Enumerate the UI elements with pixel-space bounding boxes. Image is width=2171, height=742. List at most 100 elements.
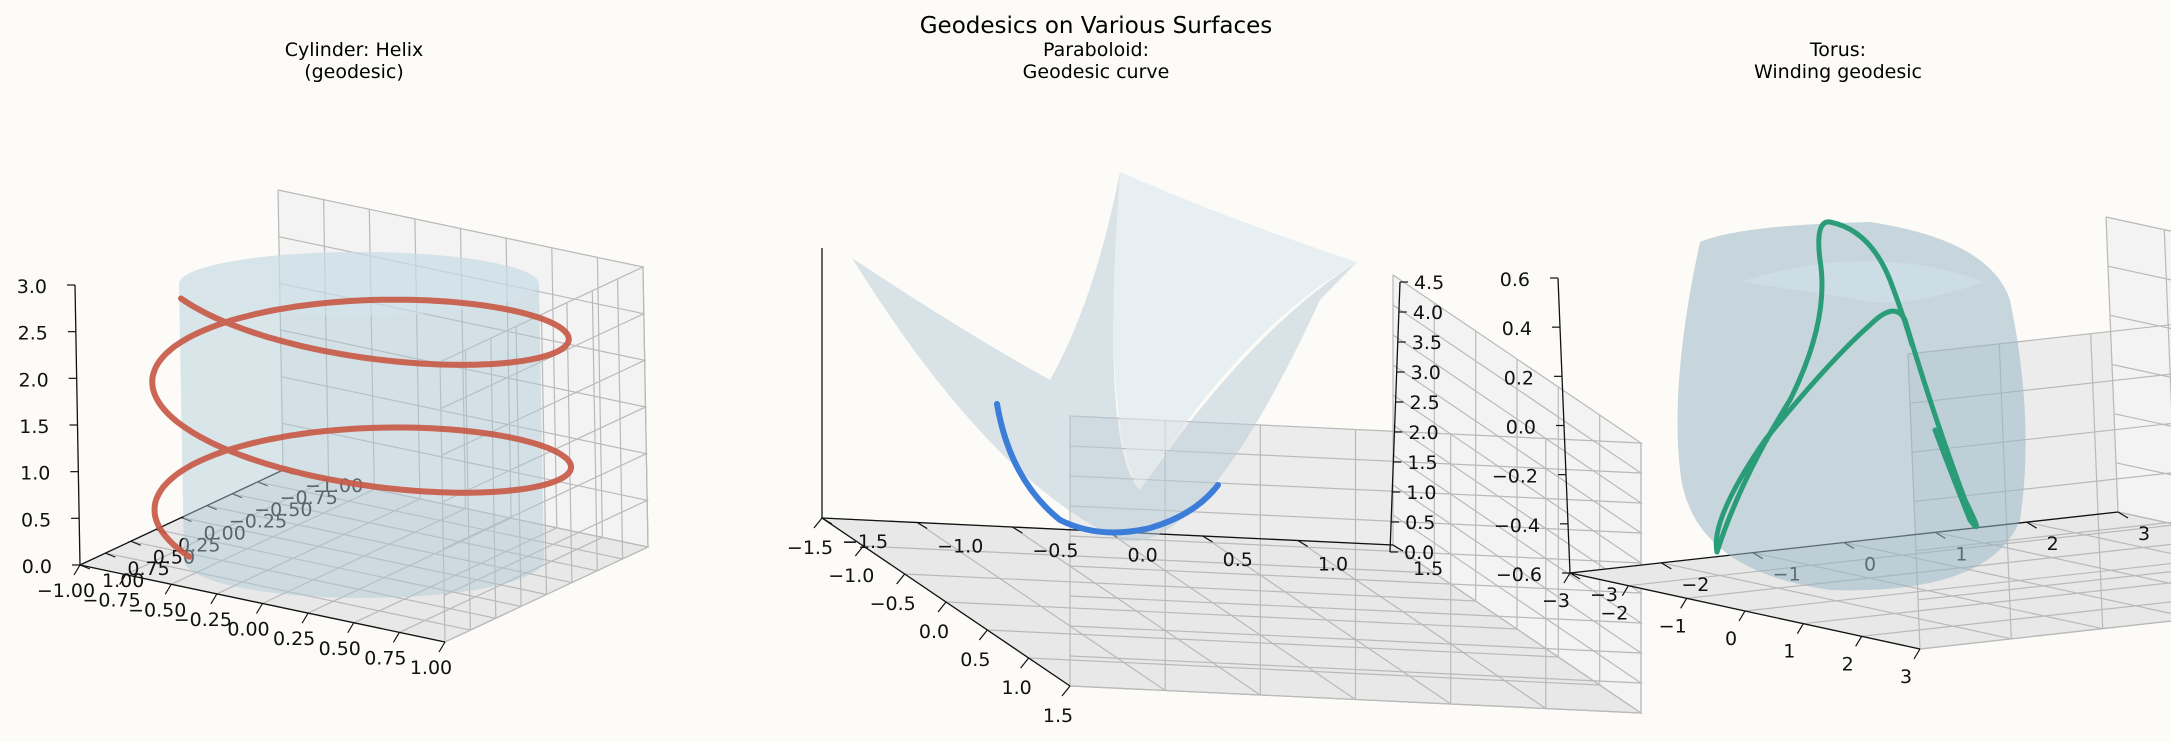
z-tick-label: 0.4: [1502, 318, 1532, 340]
subplot-title-line: Cylinder: Helix: [285, 39, 424, 61]
z-tick-label: −0.2: [1492, 466, 1538, 488]
y-tick-mark: [1202, 535, 1213, 543]
x-tick-mark: [1913, 648, 1921, 660]
z-tick-label: −0.4: [1494, 515, 1540, 537]
z-tick-label: 3.0: [17, 276, 47, 298]
x-tick-mark: [392, 632, 400, 643]
grid-line: [206, 505, 573, 584]
z-tick-label: 1.0: [20, 463, 50, 485]
grid-line: [1907, 216, 2171, 355]
grid-line: [1069, 394, 1644, 564]
grid-line: [1202, 535, 1452, 705]
grid-line: [1069, 454, 1644, 624]
grid-line: [1661, 562, 2012, 640]
x-tick-mark: [1855, 636, 1863, 647]
z-tick-label: 0.0: [1506, 417, 1536, 439]
grid-line: [1069, 514, 1644, 684]
y-tick-label: −1.0: [937, 536, 983, 558]
grid-line: [105, 552, 471, 631]
x-tick-label: 0.5: [960, 649, 990, 671]
grid-line: [1069, 484, 1644, 654]
x-tick-mark: [347, 622, 355, 634]
paraboloid-subplot: −1.5−1.0−0.50.00.51.01.5−1.5 −1.0 −0.5 0.0 0…: [787, 39, 1644, 727]
z-tick-label: 0.6: [1500, 269, 1530, 291]
y-tick-mark: [821, 517, 833, 525]
grid-line: [1011, 526, 1261, 696]
y-tick-mark: [206, 505, 218, 511]
x-tick-mark: [210, 593, 218, 605]
grid-line: [1917, 462, 2171, 601]
x-tick-label: −0.75: [83, 590, 141, 612]
figure-title: Geodesics on Various Surfaces: [920, 13, 1273, 39]
y-tick-label: 0.25: [178, 534, 220, 556]
grid-line: [1919, 511, 2171, 650]
x-tick-mark: [301, 612, 309, 624]
x-tick-mark: [854, 545, 864, 557]
grid-line: [916, 522, 1166, 691]
x-tick-mark: [255, 603, 264, 614]
y-tick-mark: [1012, 526, 1023, 534]
grid-line: [257, 481, 623, 560]
z-tick-label: 0.0: [22, 556, 52, 578]
x-tick-label: 0: [1725, 628, 1737, 650]
x-tick-mark: [73, 564, 81, 576]
x-tick-label: 1.00: [410, 657, 452, 679]
subplot-title: Cylinder: Helix (geodesic): [285, 39, 424, 83]
y-tick-label: −0.50: [254, 499, 312, 521]
winding-geodesic-curve-b: [1714, 219, 1915, 555]
z-tick-label: 1.0: [1406, 482, 1436, 504]
grid-line: [130, 540, 496, 619]
x-tick-label: 1: [1783, 641, 1795, 663]
z-axis-line: [1389, 281, 1401, 553]
z-tick-label: 2.5: [18, 323, 48, 345]
y-tick-mark: [257, 481, 268, 487]
y-tick-mark: [1661, 562, 1672, 570]
y-tick-mark: [2026, 521, 2037, 529]
x-tick-mark: [119, 574, 127, 585]
subplot-title-line: Geodesic curve: [1023, 61, 1170, 83]
x-tick-mark: [1061, 685, 1071, 697]
x-tick-label: 3: [1900, 666, 1912, 688]
subplot-title-line: Torus:: [1809, 39, 1866, 61]
x-tick-label: 0.25: [273, 628, 315, 650]
x-tick-label: −1: [1659, 615, 1687, 637]
grid-line: [1069, 424, 1644, 594]
x-tick-label: 0.50: [319, 638, 361, 660]
x-tick-label: −3: [1542, 590, 1570, 612]
grid-line: [281, 376, 649, 550]
grid-line: [1069, 274, 1644, 444]
y-tick-label: −1.5: [842, 531, 888, 553]
x-tick-mark: [978, 629, 988, 641]
y-tick-label: −0.75: [280, 487, 338, 509]
x-tick-label: −1.0: [828, 565, 874, 587]
x-tick-mark: [1020, 657, 1030, 669]
grid-line: [1909, 265, 2171, 404]
grid-line: [1297, 540, 1547, 709]
grid-line: [1069, 334, 1644, 504]
y-tick-label: −2: [1681, 574, 1709, 596]
torus-surface: [1677, 222, 2026, 591]
y-tick-mark: [1569, 572, 1581, 580]
x-tick-mark: [164, 583, 172, 595]
x-tick-label: 1.0: [1002, 677, 1032, 699]
z-tick-label: 2.0: [1408, 422, 1438, 444]
z-tick-label: 3.0: [1411, 362, 1441, 384]
grid-line: [1107, 531, 1356, 700]
grid-line: [277, 189, 645, 363]
x-tick-mark: [1621, 585, 1629, 596]
y-tick-mark: [2117, 511, 2129, 519]
y-tick-label: 0.5: [1223, 549, 1253, 571]
grid-line: [232, 493, 598, 572]
torus-inner-hole: [1740, 261, 1985, 303]
x-tick-label: 1.5: [1043, 705, 1073, 727]
x-tick-label: −1.00: [37, 580, 95, 602]
z-tick-label: 0.0: [1404, 542, 1434, 564]
x-tick-mark: [1563, 572, 1571, 584]
z-tick-label: −0.6: [1496, 564, 1542, 586]
y-tick-mark: [105, 552, 116, 558]
x-tick-mark: [1796, 623, 1804, 634]
subplot-title-line: Paraboloid:: [1043, 39, 1149, 61]
cylinder-subplot: −1.00−0.75−0.50−0.250.00 0.25 0.50 0.75 1.00…: [17, 39, 650, 679]
z-tick-label: 0.2: [1504, 367, 1534, 389]
